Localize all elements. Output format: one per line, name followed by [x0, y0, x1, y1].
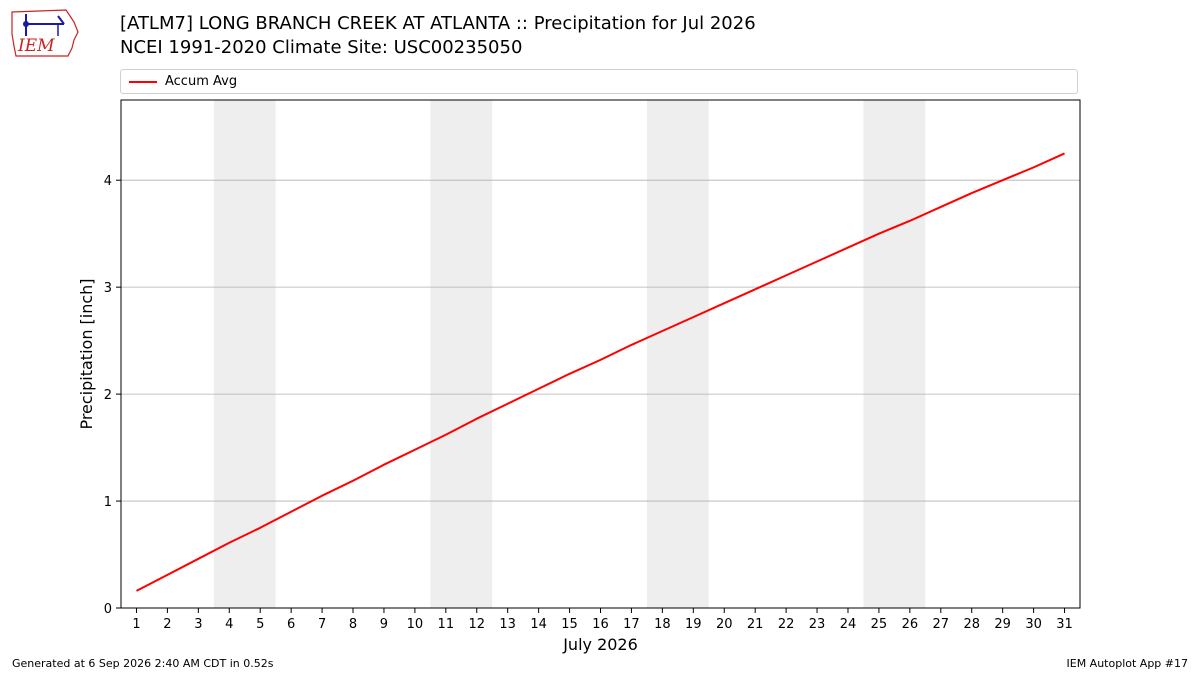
x-tick-label-18: 19: [685, 617, 702, 632]
x-tick-label-28: 29: [994, 617, 1011, 632]
chart-title: [ATLM7] LONG BRANCH CREEK AT ATLANTA :: …: [120, 13, 756, 34]
chart-legend: Accum Avg: [120, 69, 1078, 94]
x-tick-label-9: 10: [407, 617, 424, 632]
chart-subtitle: NCEI 1991-2020 Climate Site: USC00235050: [120, 37, 523, 58]
x-tick-label-4: 5: [256, 617, 264, 632]
legend-label-accum-avg: Accum Avg: [165, 74, 238, 89]
x-tick-label-8: 9: [380, 617, 388, 632]
y-axis-label: Precipitation [inch]: [77, 278, 96, 429]
x-tick-label-30: 31: [1056, 617, 1073, 632]
y-tick-label-0: 0: [104, 602, 112, 617]
x-tick-label-27: 28: [963, 617, 980, 632]
x-tick-label-0: 1: [132, 617, 140, 632]
x-tick-label-10: 11: [438, 617, 455, 632]
logo-text: IEM: [17, 36, 55, 56]
x-tick-label-2: 3: [194, 617, 202, 632]
x-tick-label-23: 24: [840, 617, 857, 632]
x-tick-label-13: 14: [530, 617, 547, 632]
y-tick-label-2: 2: [104, 388, 112, 403]
x-tick-label-12: 13: [499, 617, 516, 632]
x-tick-label-6: 7: [318, 617, 326, 632]
x-tick-label-15: 16: [592, 617, 609, 632]
x-tick-label-29: 30: [1025, 617, 1042, 632]
y-tick-label-1: 1: [104, 495, 112, 510]
weekend-band-1: [430, 100, 493, 608]
x-tick-label-26: 27: [933, 617, 950, 632]
generated-timestamp: Generated at 6 Sep 2026 2:40 AM CDT in 0…: [12, 657, 274, 670]
x-tick-label-5: 6: [287, 617, 295, 632]
x-tick-label-21: 22: [778, 617, 795, 632]
x-tick-label-16: 17: [623, 617, 640, 632]
x-tick-label-25: 26: [902, 617, 919, 632]
weekend-band-2: [646, 100, 709, 608]
app-label: IEM Autoplot App #17: [1066, 657, 1189, 670]
y-tick-label-4: 4: [104, 174, 112, 189]
legend-swatch-accum-avg: [129, 81, 157, 83]
x-tick-label-22: 23: [809, 617, 826, 632]
x-tick-label-14: 15: [561, 617, 578, 632]
weekend-band-0: [213, 100, 276, 608]
weekend-band-3: [863, 100, 926, 608]
x-tick-label-20: 21: [747, 617, 764, 632]
plot-frame: [120, 99, 1081, 609]
iowa-outline-icon: [11, 9, 79, 57]
x-tick-label-1: 2: [163, 617, 171, 632]
x-axis-label: July 2026: [562, 635, 638, 654]
x-tick-label-17: 18: [654, 617, 671, 632]
y-tick-label-3: 3: [104, 281, 112, 296]
x-tick-label-11: 12: [468, 617, 485, 632]
x-tick-label-24: 25: [871, 617, 888, 632]
x-tick-label-3: 4: [225, 617, 233, 632]
iem-logo: IEM: [11, 9, 79, 57]
x-tick-label-7: 8: [349, 617, 357, 632]
x-tick-label-19: 20: [716, 617, 733, 632]
